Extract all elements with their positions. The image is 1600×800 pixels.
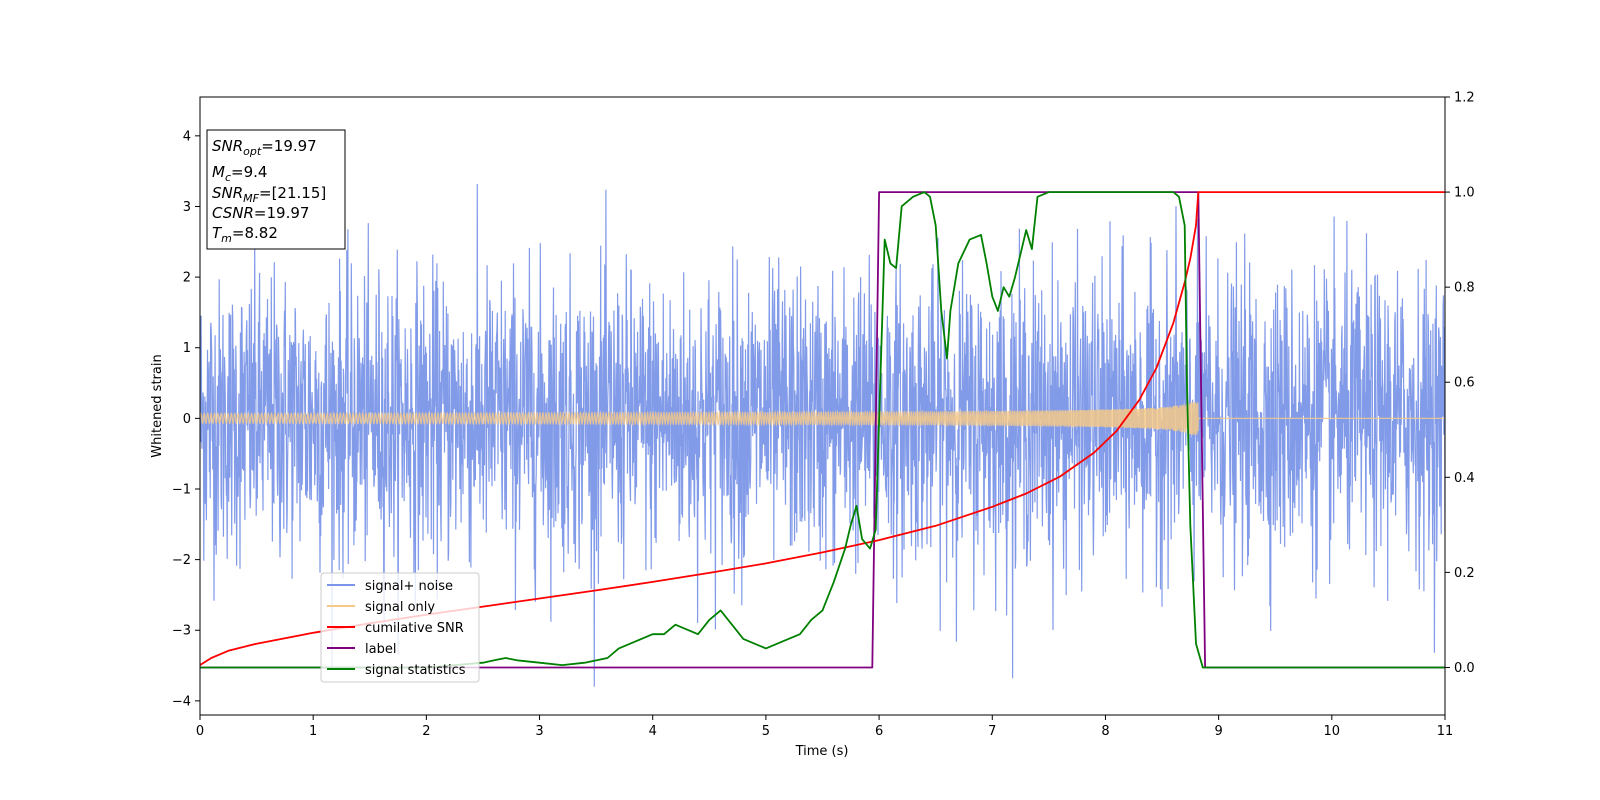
y-right-tick-label: 0.0: [1454, 661, 1475, 676]
y-left-tick-label: −4: [172, 694, 191, 709]
x-tick-label: 11: [1437, 724, 1454, 739]
info-tm: Tm=8.82: [212, 224, 278, 245]
y-right-tick-label: 0.4: [1454, 471, 1475, 486]
x-tick-label: 6: [875, 724, 883, 739]
x-tick-label: 4: [649, 724, 657, 739]
x-tick-label: 8: [1101, 724, 1109, 739]
y-right-tick-label: 1.2: [1454, 91, 1475, 106]
info-csnr: CSNR=19.97: [212, 204, 309, 222]
y-left-tick-label: 1: [183, 341, 191, 356]
x-tick-label: 10: [1324, 724, 1341, 739]
info-snr-opt: SNRopt=19.97: [212, 137, 317, 158]
y-right-tick-label: 0.8: [1454, 281, 1475, 296]
series-signal-only: [200, 401, 1445, 435]
y-left-tick-label: 3: [183, 200, 191, 215]
legend-label-cumulative-snr: cumilative SNR: [365, 621, 464, 636]
info-box-frame: [206, 129, 346, 250]
y-right-tick-label: 0.2: [1454, 566, 1475, 581]
legend-label-signal-noise: signal+ noise: [365, 579, 453, 594]
x-tick-label: 1: [309, 724, 317, 739]
x-axis-label: Time (s): [795, 744, 849, 759]
info-box: SNRopt=19.97 Mc=9.4 SNRMF=[21.15] CSNR=1…: [206, 129, 346, 250]
y-right-tick-label: 0.6: [1454, 376, 1475, 391]
y-left-tick-label: 4: [183, 129, 191, 144]
y-left-tick-label: 0: [183, 412, 191, 427]
x-tick-label: 9: [1214, 724, 1222, 739]
y-left-tick-label: −1: [172, 482, 191, 497]
legend-label-signal-only: signal only: [365, 600, 435, 615]
legend-frame: [320, 572, 480, 683]
series-signal-statistics: [200, 191, 1445, 669]
x-tick-label: 0: [196, 724, 204, 739]
y-right-tick-label: 1.0: [1454, 186, 1475, 201]
y-left-tick-label: −2: [172, 553, 191, 568]
ticks-layer: 0 1 2 3 4 5 6 7 8 9 10 11 −4 −3 −2 −1 0 1 2 3 4 0.0 0.2 0.4 0.6 0…: [172, 91, 1475, 740]
legend-label-label: label: [365, 642, 396, 657]
y-left-tick-label: −3: [172, 624, 191, 639]
y-axis-label: Whitened strain: [150, 354, 165, 457]
x-tick-label: 5: [762, 724, 770, 739]
x-tick-label: 7: [988, 724, 996, 739]
x-tick-label: 3: [535, 724, 543, 739]
plot-frame: [199, 96, 1446, 716]
x-tick-label: 2: [422, 724, 430, 739]
info-mc: Mc=9.4: [212, 163, 267, 184]
legend-label-signal-statistics: signal statistics: [365, 663, 466, 678]
info-snr-mf: SNRMF=[21.15]: [212, 184, 326, 205]
series-signal-noise: [200, 183, 1445, 687]
y-left-tick-label: 2: [183, 271, 191, 286]
legend: signal+ noise signal only cumilative SNR…: [320, 572, 480, 683]
